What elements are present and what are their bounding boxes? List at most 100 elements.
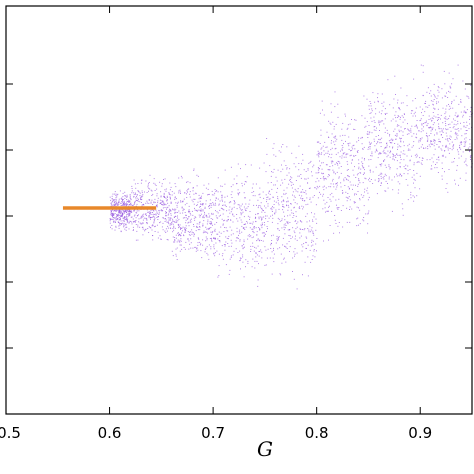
data-point (196, 248, 197, 250)
data-point (311, 175, 313, 177)
data-point (357, 217, 359, 219)
data-point (286, 201, 287, 203)
data-point (195, 246, 197, 248)
data-point (308, 188, 310, 189)
data-point (128, 201, 130, 203)
data-point (240, 209, 242, 211)
data-point (147, 186, 149, 188)
data-point (208, 227, 210, 229)
data-point (123, 211, 125, 213)
data-point (323, 154, 325, 156)
data-point (123, 210, 125, 212)
data-point (410, 112, 412, 114)
data-point (402, 134, 404, 136)
data-point (379, 152, 381, 153)
data-point (217, 177, 219, 179)
data-point (452, 146, 454, 148)
data-point (139, 226, 141, 228)
data-point (345, 178, 347, 180)
data-point (206, 215, 208, 217)
data-point (155, 185, 157, 186)
data-point (152, 224, 154, 226)
data-point (148, 187, 150, 189)
data-point (214, 192, 216, 194)
data-point (127, 221, 129, 222)
data-point (241, 245, 243, 247)
data-point (309, 220, 310, 222)
data-point (196, 210, 198, 212)
data-point (347, 169, 349, 170)
data-point (349, 221, 351, 223)
data-point (211, 237, 212, 239)
data-point (119, 214, 121, 216)
data-point (362, 167, 364, 169)
data-point (264, 246, 266, 248)
data-point (373, 120, 375, 122)
data-point (352, 145, 354, 147)
data-point (465, 133, 467, 135)
data-point (270, 208, 272, 210)
data-point (215, 237, 216, 239)
data-point (142, 204, 144, 205)
data-point (315, 204, 317, 206)
data-point (271, 235, 272, 237)
data-point (224, 196, 226, 198)
data-point (296, 252, 298, 254)
data-point (233, 250, 235, 252)
data-point (226, 230, 228, 232)
data-point (457, 149, 458, 151)
data-point (157, 237, 159, 239)
data-point (259, 167, 261, 169)
data-point (252, 242, 254, 244)
data-point (239, 257, 241, 259)
data-point (246, 207, 248, 209)
data-point (124, 195, 126, 197)
data-point (436, 133, 438, 135)
data-point (410, 128, 412, 130)
data-point (343, 143, 344, 145)
data-point (356, 218, 358, 220)
data-point (405, 179, 407, 180)
data-point (236, 231, 238, 233)
data-point (339, 156, 341, 158)
data-point (196, 205, 198, 206)
data-point (408, 143, 410, 145)
data-point (418, 161, 420, 163)
data-point (159, 199, 161, 201)
data-point (205, 187, 207, 189)
data-point (163, 196, 165, 198)
data-point (419, 138, 421, 140)
data-point (137, 190, 139, 192)
data-point (305, 247, 307, 249)
data-point (416, 155, 418, 157)
data-point (263, 197, 265, 199)
data-point (193, 169, 195, 171)
data-point (123, 223, 125, 224)
data-point (329, 205, 330, 207)
data-point (290, 181, 292, 183)
data-point (436, 167, 438, 169)
data-point (214, 252, 216, 254)
data-point (305, 178, 307, 180)
data-point (291, 177, 293, 179)
data-point (197, 226, 199, 228)
data-point (287, 204, 289, 206)
data-point (243, 241, 245, 243)
data-point (302, 159, 304, 161)
data-point (449, 87, 451, 89)
data-point (348, 148, 350, 150)
data-point (162, 217, 164, 219)
data-point (430, 140, 432, 141)
data-point (347, 193, 349, 194)
data-point (237, 192, 239, 194)
data-point (190, 247, 192, 249)
data-point (209, 205, 211, 207)
data-point (259, 228, 261, 230)
data-point (305, 204, 307, 206)
data-point (313, 249, 315, 250)
data-point (127, 204, 129, 206)
data-point (187, 218, 189, 220)
data-point (178, 177, 180, 179)
data-point (136, 215, 138, 217)
data-point (215, 215, 217, 217)
